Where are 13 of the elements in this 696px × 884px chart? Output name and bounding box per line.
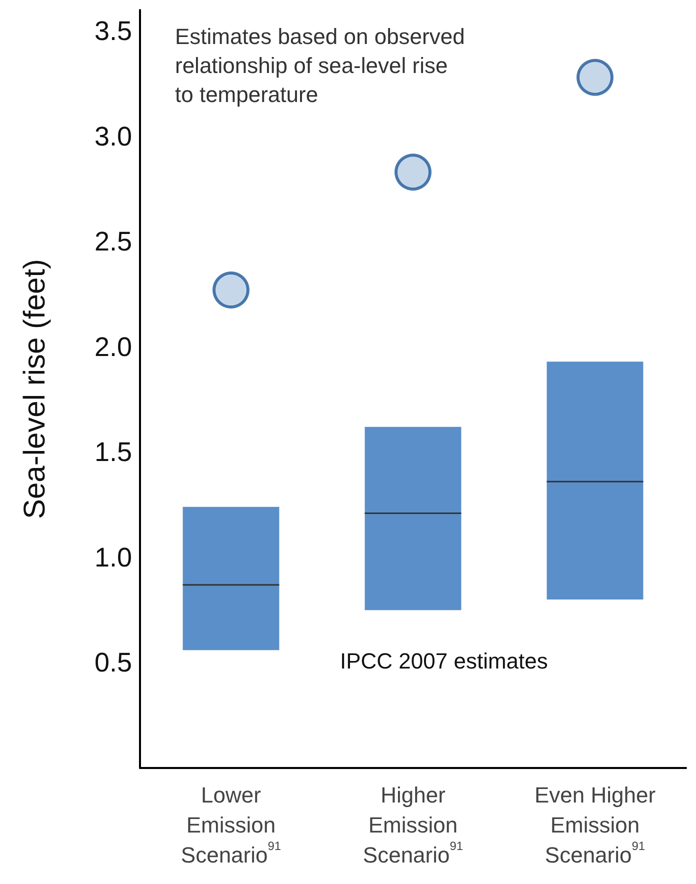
- y-tick-label: 1.0: [94, 542, 132, 572]
- point: [394, 154, 432, 191]
- y-tick-label: 2.5: [94, 226, 132, 257]
- point: [212, 272, 250, 309]
- y-tick-label: 3.0: [94, 121, 132, 152]
- y-tick-label: 0.5: [94, 648, 132, 678]
- annotation: IPCC 2007 estimates: [340, 648, 548, 674]
- y-axis-title: Sea-level rise (feet): [18, 258, 52, 520]
- y-tick-label: 2.0: [94, 332, 132, 362]
- point: [576, 58, 614, 96]
- y-tick-label: 1.5: [94, 437, 132, 468]
- annotation: Estimates based on observed relationship of sea-level rise to temperature: [175, 24, 465, 107]
- y-tick-label: 3.5: [94, 16, 132, 46]
